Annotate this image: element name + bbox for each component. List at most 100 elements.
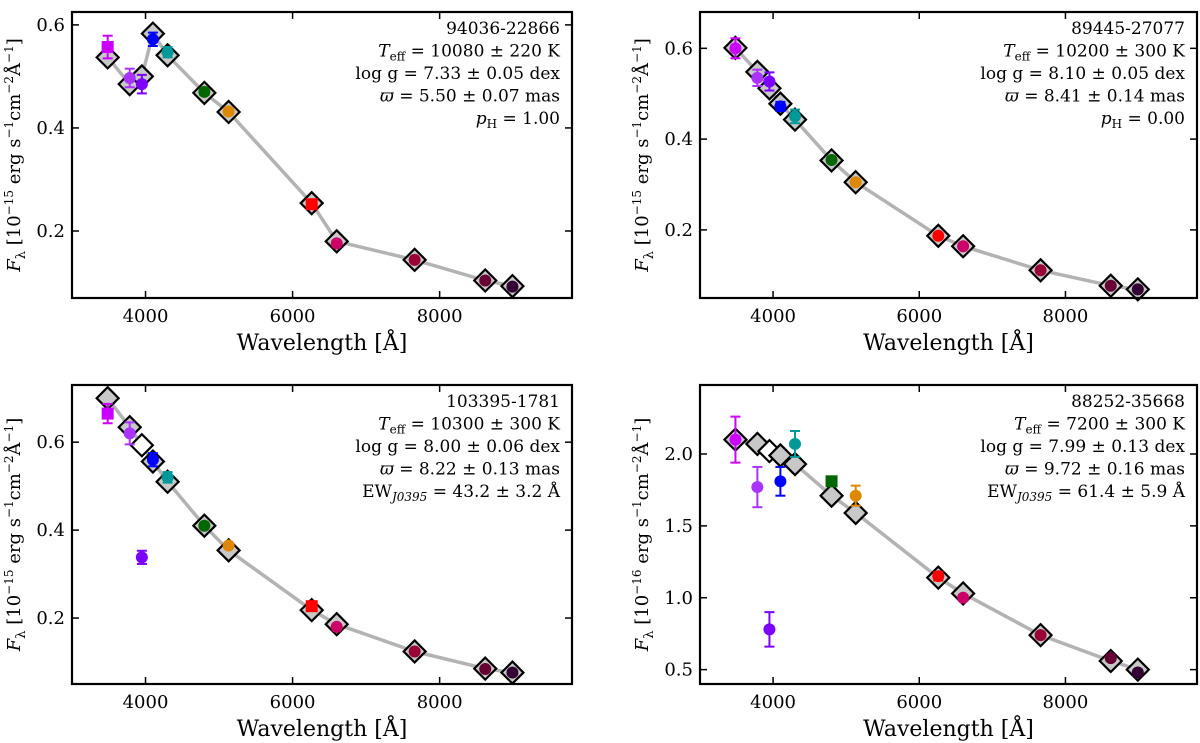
obs-point-11: [1131, 666, 1144, 679]
teff-label: Teff = 7200 ± 300 K: [1014, 415, 1185, 437]
teff-label: Teff = 10300 ± 300 K: [378, 415, 560, 437]
obs-point-9: [408, 645, 421, 658]
plot-frame: [70, 383, 574, 686]
plot-frame: [698, 383, 1199, 686]
teff-label: Teff = 10200 ± 300 K: [1003, 42, 1185, 64]
extra-param-label: pH = 0.00: [1101, 109, 1185, 131]
obs-point-1: [751, 71, 764, 84]
parallax-label: ϖ = 9.72 ± 0.16 mas: [1005, 460, 1185, 480]
star-id: 89445-27077: [1071, 19, 1185, 39]
obs-point-9: [1034, 264, 1047, 277]
plot-frame: [70, 10, 574, 300]
obs-point-8: [330, 237, 343, 250]
y-tick-label-2: 0.6: [36, 15, 65, 36]
obs-point-0: [729, 42, 742, 55]
y-tick-label-0: 0.5: [664, 660, 693, 681]
x-axis-label: Wavelength [Å]: [237, 328, 408, 356]
obs-point-10: [479, 274, 492, 287]
y-tick-label-1: 1.0: [664, 588, 693, 609]
x-tick-label-1: 6000: [270, 306, 316, 327]
y-tick-label-2: 1.5: [664, 516, 693, 537]
y-axis-label: Fλ [10−15 erg s−1cm−2Å−1]: [2, 418, 29, 653]
x-tick-label-2: 8000: [1043, 306, 1089, 327]
logg-label: log g = 8.10 ± 0.05 dex: [980, 64, 1185, 84]
obs-point-2: [135, 78, 148, 91]
y-tick-label-1: 0.4: [664, 129, 693, 150]
extra-param-label: EWJ0395 = 61.4 ± 5.9 Å: [987, 481, 1186, 504]
obs-point-2: [763, 75, 776, 88]
logg-label: log g = 7.33 ± 0.05 dex: [355, 64, 560, 84]
panel-top-left: 4000 6000 8000 0.2 0.4 0.6 Wavelength [Å] Fλ [1…: [2, 10, 574, 356]
panel-top-right: 4000 6000 8000 0.2 0.4 0.6 Wavelength [Å] Fλ [1…: [630, 10, 1199, 356]
obs-point-6: [222, 105, 235, 118]
obs-point-9: [1034, 629, 1047, 642]
logg-label: log g = 8.00 ± 0.06 dex: [355, 437, 560, 457]
obs-point-4: [161, 471, 174, 484]
parallax-label: ϖ = 8.22 ± 0.13 mas: [380, 460, 560, 480]
obs-point-6: [849, 489, 862, 502]
y-tick-label-2: 0.6: [36, 432, 65, 453]
obs-point-6: [222, 539, 235, 552]
obs-point-4: [789, 437, 802, 450]
obs-point-2: [135, 551, 148, 564]
obs-point-3: [774, 475, 787, 488]
model-diamond-6: [843, 500, 869, 526]
obs-point-1: [751, 481, 764, 494]
panel-bottom-left: 4000 6000 8000 0.2 0.4 0.6 Wavelength [Å] Fλ [1…: [2, 383, 574, 742]
y-axis-label: Fλ [10−15 erg s−1cm−2Å−1]: [630, 38, 657, 273]
y-tick-label-2: 0.6: [664, 38, 693, 59]
model-diamond-2: [129, 432, 155, 458]
obs-point-0: [101, 41, 114, 54]
plot-frame: [698, 10, 1199, 300]
obs-point-10: [479, 663, 492, 676]
y-axis-label: Fλ [10−16 erg s−1cm−2Å−1]: [630, 418, 657, 653]
obs-point-11: [506, 666, 519, 679]
x-tick-label-2: 8000: [417, 306, 463, 327]
obs-point-5: [198, 85, 211, 98]
x-tick-label-1: 6000: [896, 692, 942, 713]
obs-point-1: [123, 71, 136, 84]
obs-point-3: [774, 100, 787, 113]
x-tick-label-2: 8000: [417, 692, 463, 713]
obs-point-5: [198, 519, 211, 532]
logg-label: log g = 7.99 ± 0.13 dex: [980, 437, 1185, 457]
obs-point-4: [789, 110, 802, 123]
obs-point-11: [1131, 283, 1144, 296]
parallax-label: ϖ = 8.41 ± 0.14 mas: [1005, 87, 1185, 107]
parallax-label: ϖ = 5.50 ± 0.07 mas: [380, 87, 560, 107]
obs-point-6: [849, 176, 862, 189]
x-tick-label-0: 4000: [750, 306, 796, 327]
x-axis-label: Wavelength [Å]: [863, 328, 1034, 356]
star-id: 94036-22866: [446, 19, 560, 39]
obs-point-1: [123, 427, 136, 440]
star-id: 103395-1781: [446, 392, 560, 412]
obs-point-11: [506, 280, 519, 293]
model-diamond-5: [819, 483, 845, 509]
obs-point-8: [330, 620, 343, 633]
extra-param-label: pH = 1.00: [476, 109, 560, 131]
y-tick-label-0: 0.2: [36, 221, 65, 242]
x-axis-label: Wavelength [Å]: [237, 714, 408, 742]
x-tick-label-0: 4000: [123, 692, 169, 713]
obs-point-7: [932, 570, 945, 583]
obs-point-7: [305, 600, 318, 613]
obs-point-0: [729, 433, 742, 446]
obs-point-5: [825, 153, 838, 166]
x-axis-label: Wavelength [Å]: [863, 714, 1034, 742]
x-tick-label-0: 4000: [750, 692, 796, 713]
panel-bottom-right: 4000 6000 8000 0.5 1.0 1.5 2.0 Wavelength [Å] Fλ…: [630, 383, 1199, 742]
y-tick-label-3: 2.0: [664, 444, 693, 465]
teff-label: Teff = 10080 ± 220 K: [378, 42, 560, 64]
star-id: 88252-35668: [1071, 392, 1185, 412]
y-tick-label-0: 0.2: [664, 220, 693, 241]
obs-point-3: [146, 33, 159, 46]
obs-point-10: [1104, 652, 1117, 665]
y-tick-label-1: 0.4: [36, 118, 65, 139]
obs-point-0: [101, 407, 114, 420]
x-tick-label-1: 6000: [896, 306, 942, 327]
obs-point-7: [305, 198, 318, 211]
x-tick-label-2: 8000: [1043, 692, 1089, 713]
x-tick-label-1: 6000: [270, 692, 316, 713]
obs-point-4: [161, 46, 174, 59]
